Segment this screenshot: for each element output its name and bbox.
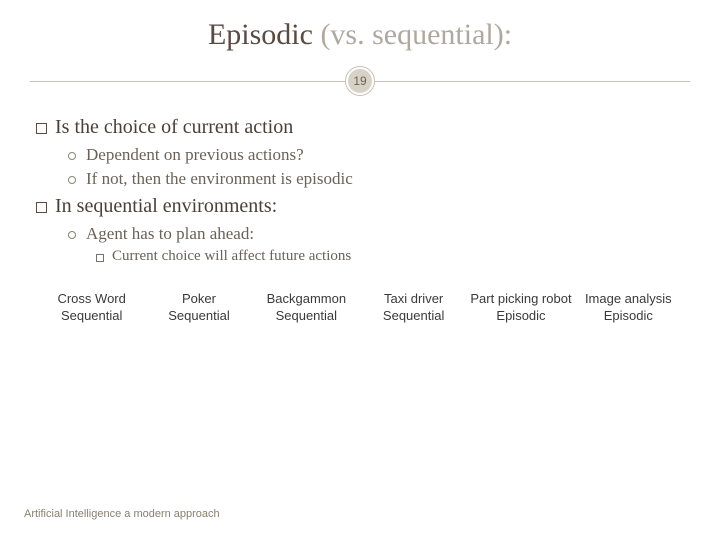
table-col: Cross Word Sequential — [38, 291, 145, 323]
bullet-level1: Is the choice of current action — [36, 116, 684, 139]
slide-number-badge: 19 — [346, 67, 374, 95]
bullet-text: In sequential environments: — [55, 195, 277, 218]
table-col: Part picking robot Episodic — [467, 291, 574, 323]
bullet-text: Dependent on previous actions? — [86, 145, 304, 165]
table-col: Backgammon Sequential — [253, 291, 360, 323]
bullet-level2: Agent has to plan ahead: — [68, 224, 684, 244]
table-header: Image analysis — [577, 291, 680, 306]
bullet-text: Agent has to plan ahead: — [86, 224, 254, 244]
table-header: Backgammon — [255, 291, 358, 306]
bullet-level3: Current choice will affect future action… — [96, 248, 684, 265]
bullet-level1: In sequential environments: — [36, 195, 684, 218]
bullet-text: If not, then the environment is episodic — [86, 169, 353, 189]
table-col: Taxi driver Sequential — [360, 291, 467, 323]
table-col: Image analysis Episodic — [575, 291, 682, 323]
title-area: Episodic (vs. sequential): — [0, 0, 720, 60]
divider: 19 — [30, 66, 690, 96]
table-col: Poker Sequential — [145, 291, 252, 323]
title-light-part: (vs. sequential): — [313, 18, 512, 51]
slide-title: Episodic (vs. sequential): — [40, 18, 680, 52]
bullet-level2: Dependent on previous actions? — [68, 145, 684, 165]
title-dark-part: Episodic — [208, 18, 313, 51]
square-bullet-icon — [96, 254, 104, 262]
square-bullet-icon — [36, 202, 47, 213]
circle-bullet-icon — [68, 231, 76, 239]
bullet-level2: If not, then the environment is episodic — [68, 169, 684, 189]
table-value: Sequential — [362, 308, 465, 323]
table-value: Sequential — [255, 308, 358, 323]
bullet-text: Current choice will affect future action… — [112, 248, 351, 265]
table-value: Sequential — [40, 308, 143, 323]
table-header: Taxi driver — [362, 291, 465, 306]
slide-number: 19 — [353, 74, 366, 88]
table-header: Poker — [147, 291, 250, 306]
table-header: Part picking robot — [469, 291, 572, 306]
circle-bullet-icon — [68, 176, 76, 184]
table-value: Episodic — [577, 308, 680, 323]
table-header: Cross Word — [40, 291, 143, 306]
circle-bullet-icon — [68, 152, 76, 160]
slide: Episodic (vs. sequential): 19 Is the cho… — [0, 0, 720, 540]
bullet-text: Is the choice of current action — [55, 116, 293, 139]
examples-table: Cross Word Sequential Poker Sequential B… — [38, 291, 682, 323]
table-value: Episodic — [469, 308, 572, 323]
table-value: Sequential — [147, 308, 250, 323]
content-area: Is the choice of current action Dependen… — [0, 106, 720, 323]
footer-text: Artificial Intelligence a modern approac… — [24, 508, 220, 520]
square-bullet-icon — [36, 123, 47, 134]
